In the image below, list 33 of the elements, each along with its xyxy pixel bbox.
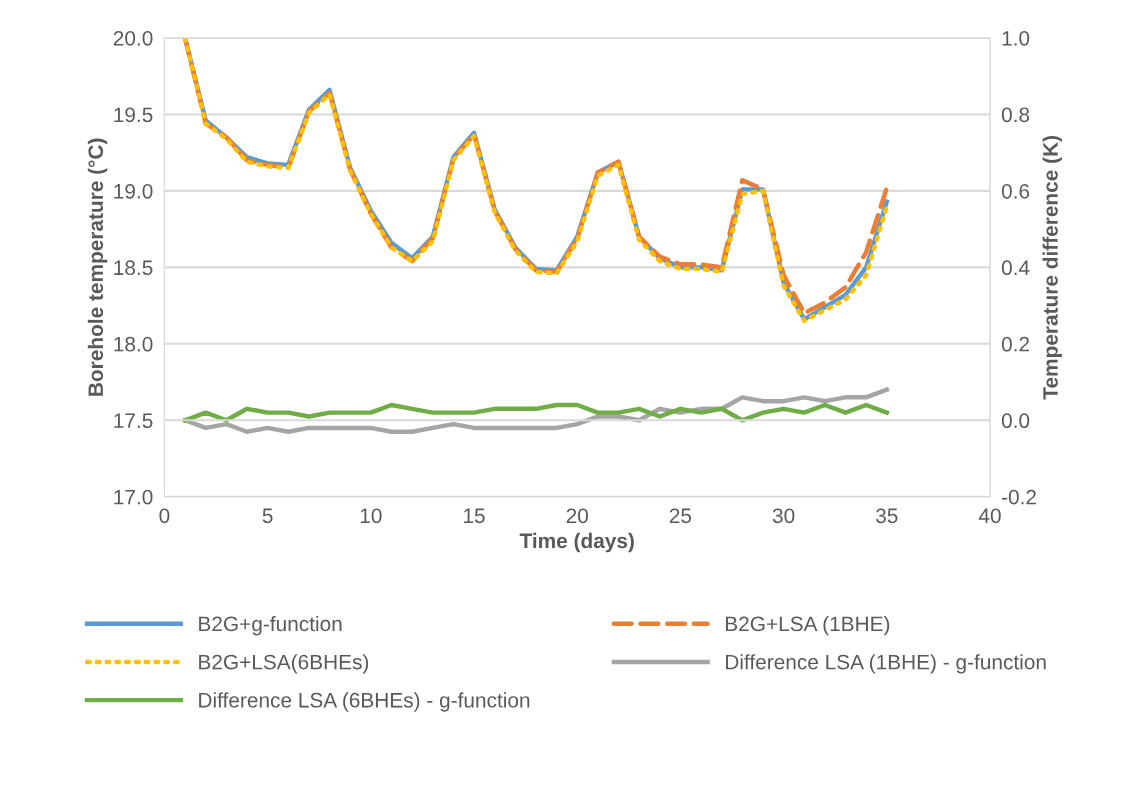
x-tick-label: 30	[772, 508, 795, 524]
y-tick-label: 18.5	[114, 260, 153, 276]
y-tick-label: 17.0	[114, 489, 153, 505]
line-series	[182, 402, 890, 423]
y-tick-label: 17.5	[114, 413, 153, 429]
x-tick-label: 15	[464, 508, 485, 524]
y2-tick-label: 0.0	[1001, 413, 1030, 429]
legend-label: B2G+LSA (1BHE)	[726, 615, 890, 636]
y2-tick-label: 0.8	[1001, 107, 1030, 123]
y-tick-label: 19.5	[114, 107, 153, 123]
x-tick-label: 25	[669, 508, 692, 524]
x-tick-label: 20	[566, 508, 588, 524]
y-axis-title: Borehole temperature (°C)	[87, 138, 108, 396]
legend-label: B2G+g-function	[199, 615, 342, 636]
y2-tick-label: 0.4	[1001, 260, 1030, 276]
y2-axis-title: Temperature difference (K)	[1042, 136, 1062, 400]
x-tick-label: 10	[360, 508, 382, 524]
y2-tick-label: 1.0	[1002, 30, 1030, 46]
y2-tick-label: 0.6	[1001, 183, 1030, 199]
x-axis-title: Time (days)	[519, 532, 634, 553]
x-tick-label: 0	[159, 508, 170, 524]
y2-tick-label: 0.2	[1001, 336, 1030, 352]
legend-label: Difference LSA (1BHE) - g-function	[726, 654, 1046, 674]
x-tick-label: 5	[262, 508, 273, 524]
legend-label: B2G+LSA(6BHEs)	[199, 654, 369, 674]
line-series	[182, 387, 890, 434]
legend-label: Difference LSA (6BHEs) - g-function	[199, 692, 530, 712]
x-tick-label: 40	[978, 508, 1001, 524]
y-tick-label: 18.0	[114, 336, 153, 352]
y2-tick-label: -0.2	[1002, 489, 1036, 505]
y-tick-label: 20.0	[113, 30, 153, 46]
x-tick-label: 35	[876, 508, 898, 524]
y-tick-label: 19.0	[114, 183, 153, 199]
